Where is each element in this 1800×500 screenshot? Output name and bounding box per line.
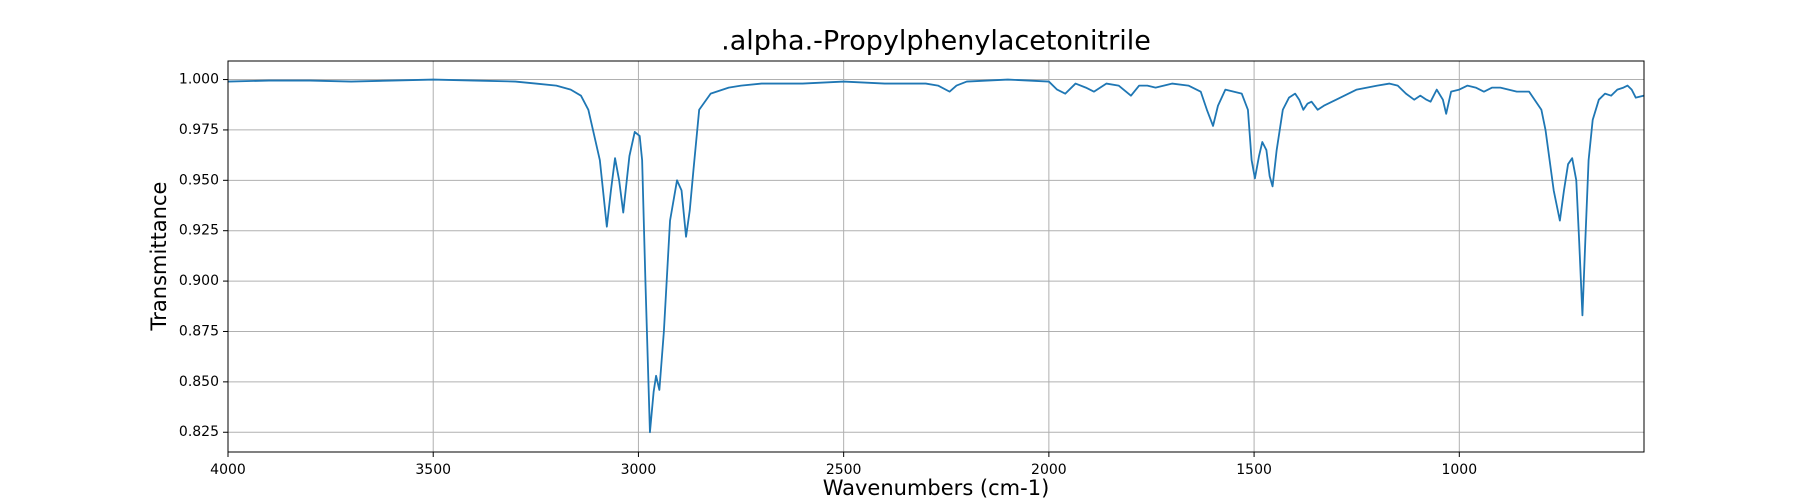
y-tick-label: 0.975	[179, 122, 219, 138]
y-axis-label: Transmittance	[147, 182, 171, 332]
x-tick-label: 1500	[1236, 462, 1272, 478]
y-tick-label: 0.850	[179, 374, 219, 390]
x-tick-label: 2000	[1031, 462, 1067, 478]
chart-title: .alpha.-Propylphenylacetonitrile	[721, 26, 1151, 57]
x-tick-label: 1000	[1441, 462, 1477, 478]
plot-frame	[227, 60, 1645, 453]
y-tick-label: 0.925	[179, 223, 219, 239]
spectrum-line	[227, 78, 1645, 434]
y-tick-label: 1.000	[179, 72, 219, 88]
y-tick-label: 0.825	[179, 424, 219, 440]
x-tick-label: 3000	[621, 462, 657, 478]
y-tick-label: 0.900	[179, 273, 219, 289]
y-tick-label: 0.950	[179, 172, 219, 188]
x-tick-label: 4000	[210, 462, 246, 478]
x-tick-label: 2500	[826, 462, 862, 478]
x-axis-label: Wavenumbers (cm-1)	[823, 476, 1050, 500]
x-tick-label: 3500	[415, 462, 451, 478]
y-tick-label: 0.875	[179, 323, 219, 339]
